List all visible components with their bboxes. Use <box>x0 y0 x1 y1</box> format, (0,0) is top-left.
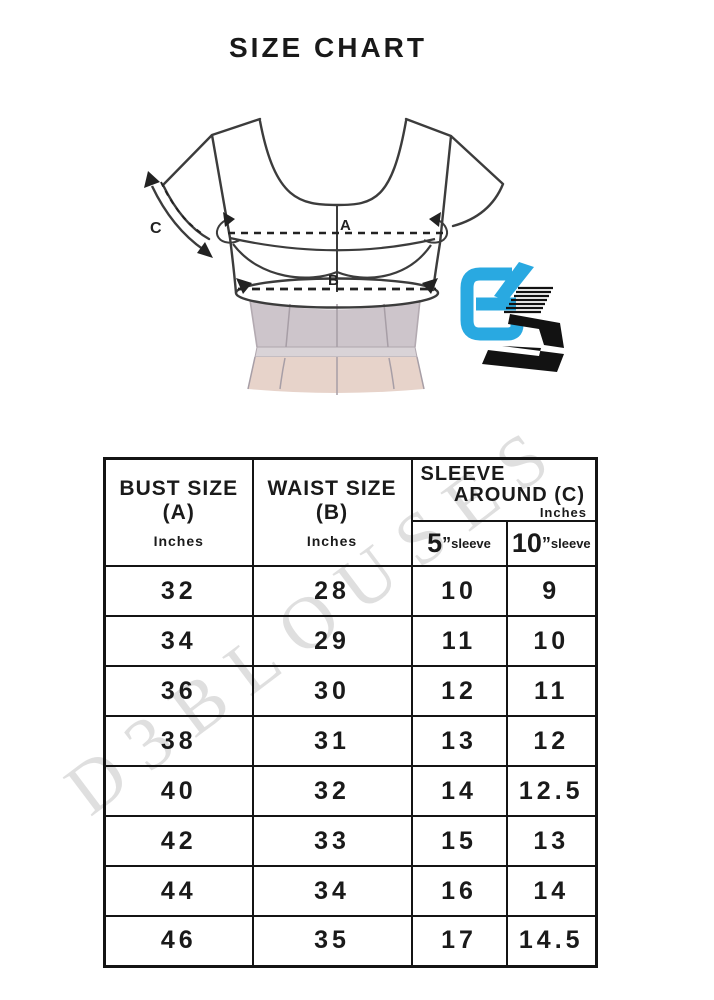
header-sleeve: SLEEVE AROUND (C) Inches <box>410 457 598 522</box>
bust-left-loop <box>215 219 241 244</box>
table-cell: 11 <box>505 665 598 717</box>
table-cell: 34 <box>251 865 413 917</box>
table-cell: 40 <box>103 765 254 817</box>
header-sleeve-5: 5” sleeve <box>410 520 508 567</box>
waist-label-b: B <box>328 272 339 289</box>
table-cell: 12.5 <box>505 765 598 817</box>
table-row: 44 34 16 14 <box>103 865 598 917</box>
bust-left-arrowhead <box>223 212 235 227</box>
header-bust-letter: (A) <box>162 500 195 524</box>
cup-curves <box>232 243 432 279</box>
header-bust: BUST SIZE (A) Inches <box>103 457 254 567</box>
header-waist-letter: (B) <box>315 500 349 524</box>
header-sleeve-unit: Inches <box>539 505 587 520</box>
table-cell: 46 <box>103 915 254 967</box>
waist-right-arrowhead <box>422 278 438 294</box>
header-bust-title: BUST SIZE <box>119 476 239 500</box>
table-cell: 33 <box>251 815 413 867</box>
table-row: 34 29 11 10 <box>103 615 598 667</box>
table-cell: 42 <box>103 815 254 867</box>
table-cell: 12 <box>410 665 508 717</box>
logo-3-lower <box>482 346 564 372</box>
table-cell: 17 <box>410 915 508 967</box>
blouse-measurement-diagram: A B C <box>144 117 505 395</box>
table-cell: 32 <box>251 765 413 817</box>
table-cell: 12 <box>505 715 598 767</box>
table-row: 36 30 12 11 <box>103 665 598 717</box>
d3-logo <box>460 262 564 372</box>
seam-lines <box>247 303 425 395</box>
table-cell: 14.5 <box>505 915 598 967</box>
blouse-silhouette <box>163 117 451 303</box>
header-waist: WAIST SIZE (B) Inches <box>251 457 413 567</box>
bust-right-loop <box>423 219 449 244</box>
table-cell: 11 <box>410 615 508 667</box>
table-cell: 28 <box>251 565 413 617</box>
sleeve-10-number: 10 <box>511 528 542 558</box>
table-row: 46 35 17 14.5 <box>103 915 598 967</box>
table-cell: 44 <box>103 865 254 917</box>
table-row: 40 32 14 12.5 <box>103 765 598 817</box>
header-sleeve-10: 10” sleeve <box>505 520 598 567</box>
sleeve-arrow-arc <box>150 185 205 251</box>
header-sleeve-title2: AROUND (C) <box>453 484 585 506</box>
table-cell: 15 <box>410 815 508 867</box>
table-cell: 31 <box>251 715 413 767</box>
table-cell: 14 <box>505 865 598 917</box>
table-cell: 32 <box>103 565 254 617</box>
waistband-fill <box>254 346 418 358</box>
page-title: SIZE CHART <box>229 32 427 63</box>
torso-lower-fill <box>250 300 420 347</box>
table-cell: 38 <box>103 715 254 767</box>
table-cell: 9 <box>505 565 598 617</box>
sleeve-arrow-top <box>144 171 160 188</box>
logo-hatch-lines <box>504 286 553 314</box>
hip-fill <box>248 357 424 393</box>
waist-left-arrowhead <box>236 278 252 294</box>
table-cell: 16 <box>410 865 508 917</box>
table-cell: 13 <box>410 715 508 767</box>
torso-side-lines <box>249 299 421 348</box>
table-cell: 10 <box>505 615 598 667</box>
table-cell: 35 <box>251 915 413 967</box>
sleeve-5-word: sleeve <box>451 536 491 551</box>
size-table-header: BUST SIZE (A) Inches WAIST SIZE (B) Inch… <box>103 457 598 567</box>
header-bust-unit: Inches <box>153 532 204 549</box>
header-sleeve-title1: SLEEVE <box>420 463 506 485</box>
table-cell: 30 <box>251 665 413 717</box>
table-row: 32 28 10 9 <box>103 565 598 617</box>
waist-tape-ellipse <box>234 277 440 309</box>
table-row: 42 33 15 13 <box>103 815 598 867</box>
bust-label-a: A <box>340 217 351 234</box>
sleeve-5-number: 5 <box>427 528 443 558</box>
table-cell: 13 <box>505 815 598 867</box>
bust-curve <box>229 236 436 252</box>
table-cell: 10 <box>410 565 508 617</box>
table-cell: 14 <box>410 765 508 817</box>
sleeve-arrow-bottom <box>197 242 213 258</box>
size-table-body: 32 28 10 9 34 29 11 10 36 30 12 11 38 31 13 12 40 32 14 12.… <box>103 565 598 967</box>
table-cell: 36 <box>103 665 254 717</box>
table-row: 38 31 13 12 <box>103 715 598 767</box>
sleeve-label-c: C <box>150 220 162 237</box>
header-waist-title: WAIST SIZE <box>267 476 397 500</box>
bust-right-arrowhead <box>429 212 441 227</box>
size-table: BUST SIZE (A) Inches WAIST SIZE (B) Inch… <box>103 457 598 968</box>
table-cell: 29 <box>251 615 413 667</box>
header-waist-unit: Inches <box>306 532 358 549</box>
logo-d-ascender <box>494 262 534 301</box>
logo-3-upper <box>508 314 564 348</box>
sleeve-dashed-line <box>160 181 205 236</box>
sleeve-10-word: sleeve <box>550 536 591 551</box>
table-cell: 34 <box>103 615 254 667</box>
logo-d-bowl <box>460 267 524 341</box>
